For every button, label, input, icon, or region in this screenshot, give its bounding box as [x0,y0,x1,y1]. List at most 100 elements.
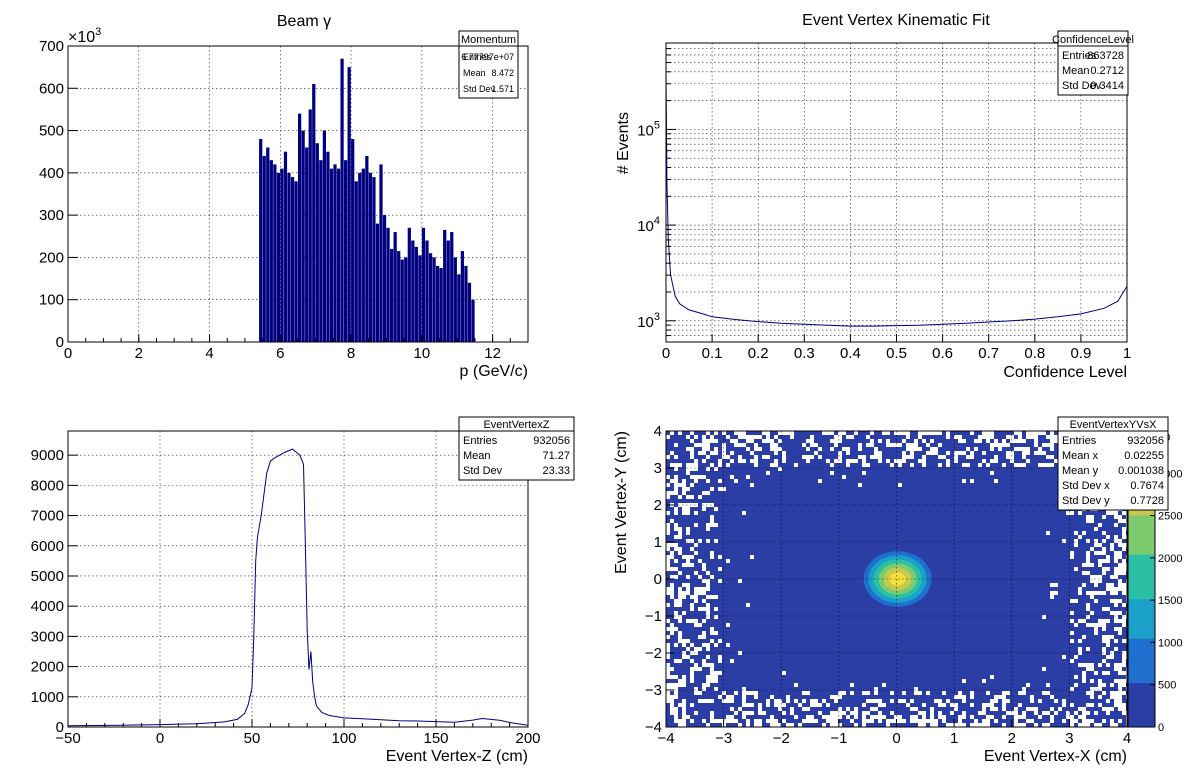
momentum-bar [269,160,273,342]
heatmap-empty-bin [962,699,966,703]
heatmap-empty-bin [834,435,838,439]
heatmap-empty-bin [666,643,670,647]
heatmap-empty-bin [810,719,814,723]
momentum-bar [351,139,355,342]
heatmap-empty-bin [666,691,670,695]
x-tick-label: 4 [1123,730,1131,747]
heatmap-empty-bin [970,695,974,699]
heatmap-empty-bin [1002,463,1006,467]
x-tick-label: 3 [1065,730,1073,747]
heatmap-empty-bin [1086,603,1090,607]
stats-value: 0.7728 [1130,495,1164,507]
heatmap-empty-bin [686,619,690,623]
momentum-bar [460,251,465,342]
heatmap-empty-bin [1054,699,1058,703]
heatmap-empty-bin [902,699,906,703]
heatmap-empty-bin [818,447,822,451]
heatmap-empty-bin [1054,591,1058,595]
heatmap-empty-bin [1106,535,1110,539]
momentum-bar [340,58,344,342]
heatmap-empty-bin [1098,723,1102,727]
heatmap-empty-bin [1122,563,1126,567]
heatmap-empty-bin [1082,619,1086,623]
heatmap-empty-bin [722,455,726,459]
heatmap-empty-bin [666,591,670,595]
heatmap-empty-bin [1094,687,1098,691]
heatmap-empty-bin [906,435,910,439]
heatmap-empty-bin [1082,663,1086,667]
heatmap-empty-bin [1086,563,1090,567]
heatmap-empty-bin [702,587,706,591]
heatmap-empty-bin [962,463,966,467]
heatmap-empty-bin [742,691,746,695]
stats-label: Entries [463,435,498,447]
heatmap-empty-bin [898,483,902,487]
heatmap-empty-bin [1114,555,1118,559]
x-tick-label: 0.2 [748,345,769,362]
heatmap-empty-bin [1106,699,1110,703]
heatmap-empty-bin [706,579,710,583]
heatmap-empty-bin [1102,547,1106,551]
heatmap-empty-bin [1094,579,1098,583]
heatmap-empty-bin [958,691,962,695]
x-tick-label: 0.4 [840,345,861,362]
heatmap-empty-bin [690,675,694,679]
heatmap-empty-bin [678,635,682,639]
heatmap-empty-bin [1086,515,1090,519]
heatmap-empty-bin [1114,511,1118,515]
heatmap-empty-bin [1110,591,1114,595]
heatmap-empty-bin [706,443,710,447]
heatmap-empty-bin [1086,723,1090,727]
heatmap-empty-bin [1090,703,1094,707]
heatmap-empty-bin [1010,435,1014,439]
heatmap-empty-bin [958,695,962,699]
heatmap-empty-bin [914,439,918,443]
heatmap-empty-bin [706,523,710,527]
heatmap-empty-bin [906,455,910,459]
heatmap-empty-bin [1094,543,1098,547]
palette-band [1128,662,1155,669]
heatmap-empty-bin [694,511,698,515]
heatmap-empty-bin [1026,459,1030,463]
heatmap-empty-bin [914,719,918,723]
heatmap-empty-bin [830,719,834,723]
heatmap-empty-bin [1074,539,1078,543]
heatmap-empty-bin [1110,723,1114,727]
heatmap-empty-bin [998,695,1002,699]
heatmap-empty-bin [1074,543,1078,547]
heatmap-empty-bin [970,451,974,455]
heatmap-empty-bin [710,463,714,467]
heatmap-empty-bin [830,431,834,435]
heatmap-empty-bin [1038,715,1042,719]
heatmap-empty-bin [682,655,686,659]
heatmap-empty-bin [806,447,810,451]
heatmap-empty-bin [682,491,686,495]
x-tick-label: 0.3 [794,345,815,362]
heatmap-empty-bin [1070,703,1074,707]
heatmap-empty-bin [838,691,842,695]
heatmap-empty-bin [730,475,734,479]
heatmap-empty-bin [718,671,722,675]
heatmap-empty-bin [918,723,922,727]
heatmap-empty-bin [690,667,694,671]
heatmap-empty-bin [686,495,690,499]
momentum-bar [290,177,295,342]
heatmap-empty-bin [874,451,878,455]
heatmap-empty-bin [1034,707,1038,711]
heatmap-empty-bin [1118,687,1122,691]
heatmap-empty-bin [706,611,710,615]
heatmap-empty-bin [834,695,838,699]
heatmap-empty-bin [1102,571,1106,575]
heatmap-empty-bin [770,463,774,467]
palette-band [1128,539,1155,545]
heatmap-empty-bin [734,431,738,435]
heatmap-empty-bin [910,443,914,447]
heatmap-empty-bin [1038,431,1042,435]
heatmap-empty-bin [1114,679,1118,683]
heatmap-empty-bin [674,523,678,527]
heatmap-empty-bin [1034,431,1038,435]
heatmap-empty-bin [854,723,858,727]
heatmap-empty-bin [982,723,986,727]
heatmap-empty-bin [1066,711,1070,715]
